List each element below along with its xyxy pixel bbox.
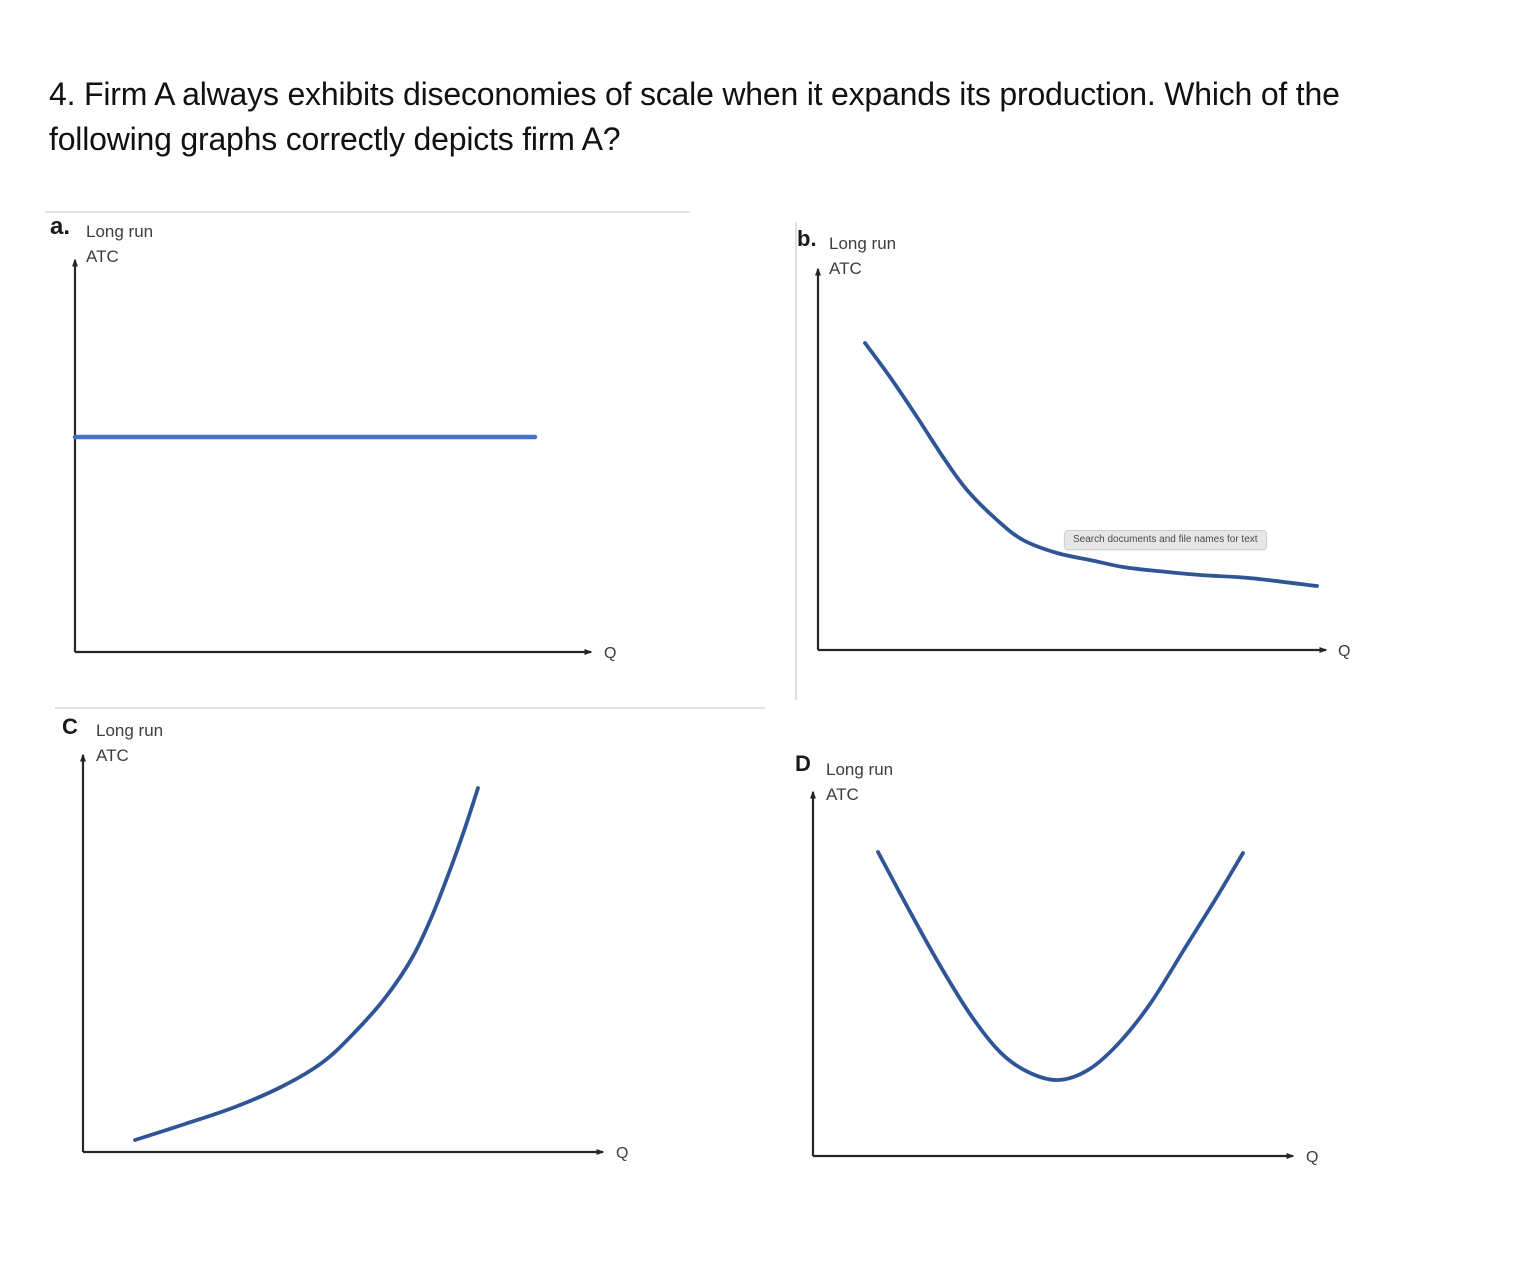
y-axis-title-d-line1: Long run [826, 760, 894, 779]
panel-b-axes: Q [815, 267, 1350, 660]
x-axis-label-c: Q [616, 1145, 628, 1162]
y-axis-title-a: Long run ATC [86, 219, 153, 269]
y-axis-title-b-line1: Long run [829, 234, 897, 253]
panel-label-c: C [62, 714, 78, 739]
y-axis-title-a-line2: ATC [86, 247, 119, 266]
panel-label-b: b. [797, 226, 817, 251]
y-axis-title-d-line2: ATC [826, 785, 859, 804]
y-axis-title-d: Long run ATC [826, 757, 893, 807]
search-tooltip: Search documents and file names for text [1064, 530, 1267, 550]
panel-c-axes: Q [80, 753, 628, 1162]
atc-curve-d-ushaped [876, 850, 1245, 1082]
question-text: 4. Firm A always exhibits diseconomies o… [49, 76, 1340, 158]
panel-d-axes: Q [810, 790, 1318, 1166]
y-axis-title-a-line1: Long run [86, 222, 154, 241]
panel-a-axes: Q [72, 258, 616, 662]
y-axis-title-c-line2: ATC [96, 746, 129, 765]
panel-label-d: D [795, 751, 811, 776]
panel-label-a: a. [50, 213, 71, 240]
y-axis-title-b-line2: ATC [829, 259, 862, 278]
atc-curve-c-increasing [133, 786, 480, 1142]
x-axis-label-a: Q [604, 645, 616, 662]
atc-curve-b-decreasing [863, 341, 1319, 588]
x-axis-label-d: Q [1306, 1149, 1318, 1166]
y-axis-title-c-line1: Long run [96, 721, 164, 740]
x-axis-label-b: Q [1338, 643, 1350, 660]
y-axis-title-c: Long run ATC [96, 718, 163, 768]
y-axis-title-b: Long run ATC [829, 231, 896, 281]
